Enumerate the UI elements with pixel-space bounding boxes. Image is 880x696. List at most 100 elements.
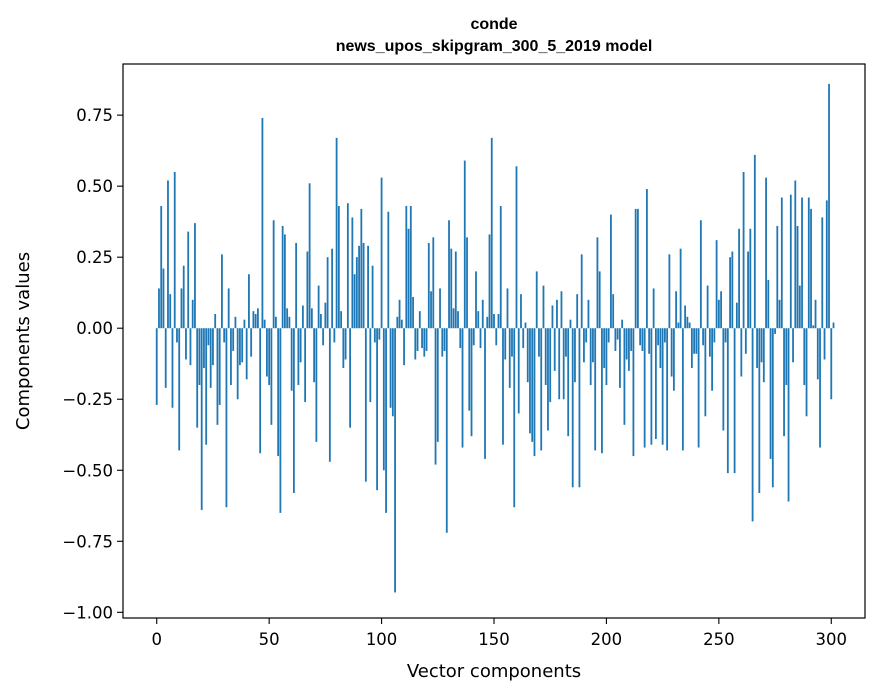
bar [830,328,833,400]
bar [704,328,707,417]
bar [610,214,612,329]
bar [373,328,376,343]
bar [180,288,183,329]
bar [227,288,230,329]
bar [569,319,572,329]
bar [421,328,423,349]
bar [328,328,331,462]
bar [223,328,226,343]
bar [248,274,250,329]
bar [549,328,552,403]
bar [360,208,363,329]
bar [560,291,563,329]
bar [436,328,439,442]
bar [686,316,689,329]
bar [688,322,691,329]
bar [724,328,727,343]
bar [326,257,329,329]
bar [423,328,426,357]
bar [299,328,302,363]
bar [632,328,635,457]
x-axis-label: Vector components [407,661,581,682]
bar [317,285,320,329]
bar [679,248,682,329]
bar [207,328,210,346]
bar [466,237,468,329]
bar [756,328,758,368]
bar [762,328,765,383]
bar [176,328,178,343]
bar [378,328,381,340]
bar [657,328,660,346]
bar [789,194,792,329]
bar [475,271,477,329]
bar [792,328,794,363]
bar [490,137,493,329]
bar [798,285,801,329]
bar [310,308,313,329]
chart-title-line: news_upos_skipgram_300_5_2019 model [336,38,653,55]
bar [479,328,482,349]
bar [461,328,464,448]
bar [612,294,615,329]
bar [331,248,334,329]
bar [576,294,579,329]
bar [376,328,378,491]
bar [472,328,475,346]
bar [261,117,264,329]
bar [189,328,192,366]
bar [191,299,194,329]
bar [531,328,534,442]
bar [432,237,435,329]
bar [751,328,754,522]
bar [589,328,592,386]
bar [266,328,268,377]
bar [533,328,536,457]
bar [477,311,480,329]
bar [452,308,455,329]
bar [230,328,232,386]
bar [697,328,700,448]
y-tick-label: −1.00 [62,603,113,622]
bar [313,328,316,383]
bar [778,299,781,329]
bar [607,328,610,343]
x-tick-label: 300 [816,630,848,649]
bar [735,302,738,329]
bar [367,245,369,329]
bar [517,328,520,414]
bar [403,328,405,366]
bar [675,291,678,329]
bar [425,328,428,351]
bar [711,328,713,391]
bar [592,328,594,363]
bar [646,189,648,329]
bar [499,206,502,329]
bar [731,251,734,329]
bar [400,319,403,329]
bar [823,328,826,360]
bar [457,311,459,329]
bar [418,311,421,329]
bar [243,319,246,329]
bar [158,288,160,329]
bar [236,328,239,400]
bar [232,328,235,351]
bar [252,311,255,329]
bar [196,328,199,428]
y-axis-label: Components values [13,252,34,430]
bar [497,314,500,329]
bar [241,328,244,363]
bar [601,328,603,454]
bar [333,328,336,343]
bar [803,328,806,386]
x-tick-label: 150 [478,630,510,649]
bar [578,328,581,488]
bar [353,274,356,329]
bar [819,328,821,448]
bar [441,328,444,357]
bar [814,299,817,329]
bar [290,328,293,391]
y-tick-label: −0.75 [62,532,113,551]
bar [828,83,830,329]
